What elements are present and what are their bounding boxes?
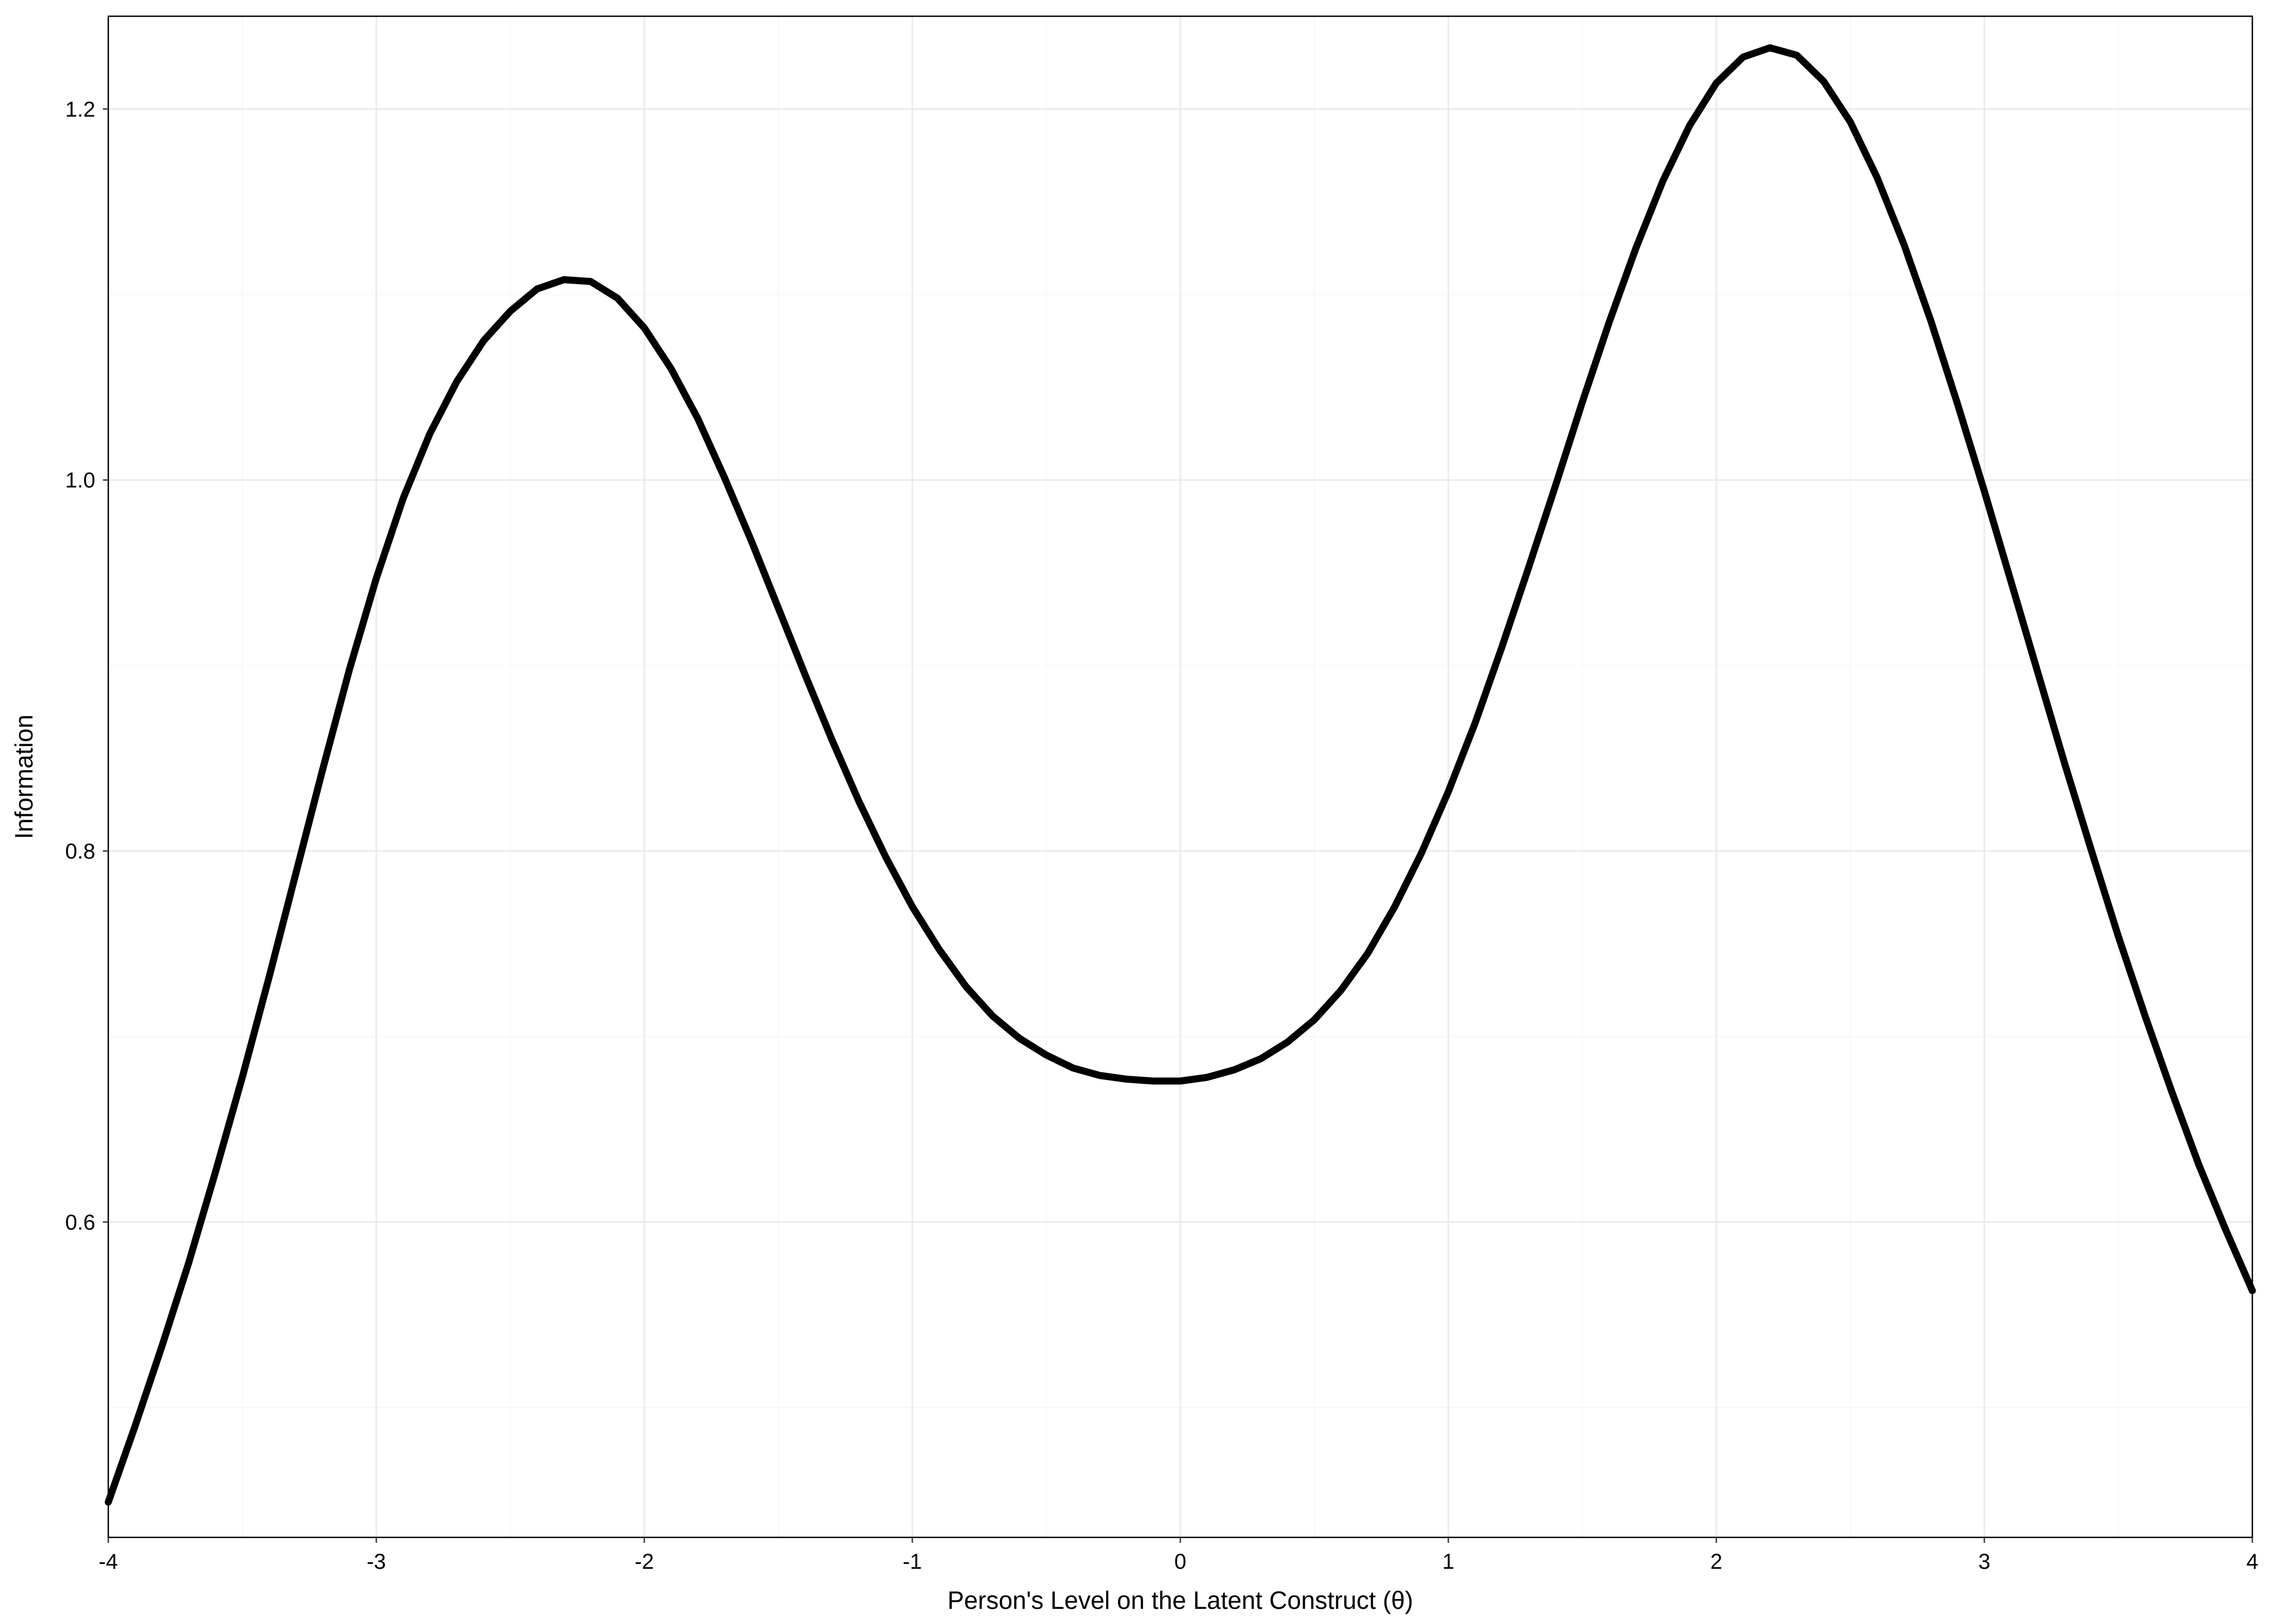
y-tick-label: 1.2 (65, 97, 95, 121)
y-tick-label: 1.0 (65, 469, 95, 493)
x-tick-label: 0 (1174, 1550, 1186, 1574)
x-tick-label: 3 (1978, 1550, 1990, 1574)
information-curve-chart: -4 -3 -2 -1 0 1 2 3 4 0.6 0.8 1.0 1.2 Person's Level … (0, 0, 2274, 1624)
x-tick-label: 4 (2246, 1550, 2258, 1574)
chart-container: -4 -3 -2 -1 0 1 2 3 4 0.6 0.8 1.0 1.2 Person's Level … (0, 0, 2274, 1624)
y-tick-label: 0.8 (65, 840, 95, 863)
x-tick-label: -4 (99, 1550, 118, 1574)
y-tick-label: 0.6 (65, 1210, 95, 1234)
x-tick-label: -2 (635, 1550, 654, 1574)
x-tick-label: 1 (1442, 1550, 1454, 1574)
x-tick-label: -3 (367, 1550, 386, 1574)
x-axis-title: Person's Level on the Latent Construct (… (948, 1586, 1413, 1614)
y-axis-title: Information (10, 715, 38, 839)
x-tick-label: -1 (903, 1550, 922, 1574)
x-tick-label: 2 (1710, 1550, 1722, 1574)
